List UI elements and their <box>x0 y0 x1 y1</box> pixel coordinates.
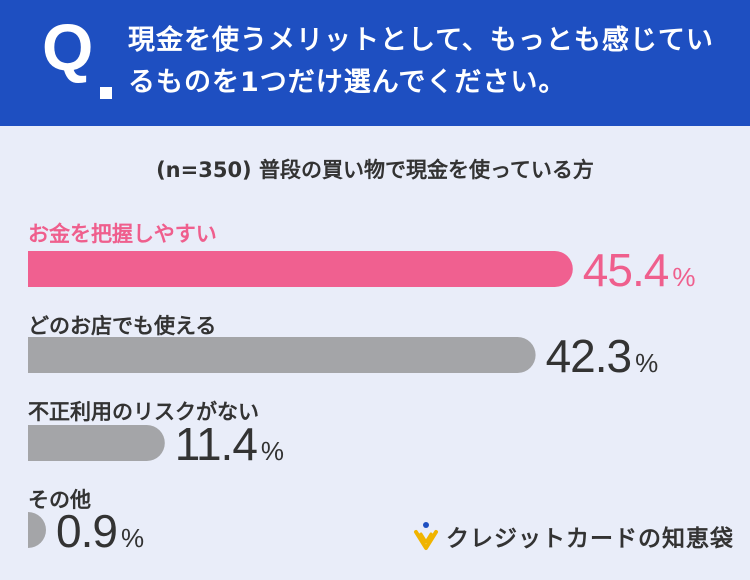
brand-name: クレジットカードの知恵袋 <box>446 526 734 552</box>
category-label-2: どのお店でも使える <box>28 314 217 338</box>
q-dot <box>100 87 112 99</box>
chart-subtitle: (n=350) 普段の買い物で現金を使っている方 <box>156 158 594 182</box>
value-label-1: 45.4% <box>583 244 696 296</box>
bar-2 <box>28 337 536 373</box>
brand-logo: クレジットカードの知恵袋 <box>412 518 734 554</box>
value-label-4: 0.9% <box>56 505 144 557</box>
category-label-1: お金を把握しやすい <box>28 222 217 246</box>
bar-3 <box>28 425 165 461</box>
bar-1 <box>28 251 573 287</box>
question-text: 現金を使うメリットとして、もっとも感じているものを1つだけ選んでください。 <box>128 25 714 98</box>
value-label-2: 42.3% <box>546 330 659 382</box>
q-mark: Q <box>42 10 93 84</box>
value-label-3: 11.4% <box>175 418 284 470</box>
lightbulb-icon <box>414 522 438 550</box>
category-label-3: 不正利用のリスクがない <box>28 400 259 424</box>
bar-4 <box>28 512 46 548</box>
question-header: Q 現金を使うメリットとして、もっとも感じているものを1つだけ選んでください。 <box>0 0 750 126</box>
category-label-4: その他 <box>28 488 91 512</box>
